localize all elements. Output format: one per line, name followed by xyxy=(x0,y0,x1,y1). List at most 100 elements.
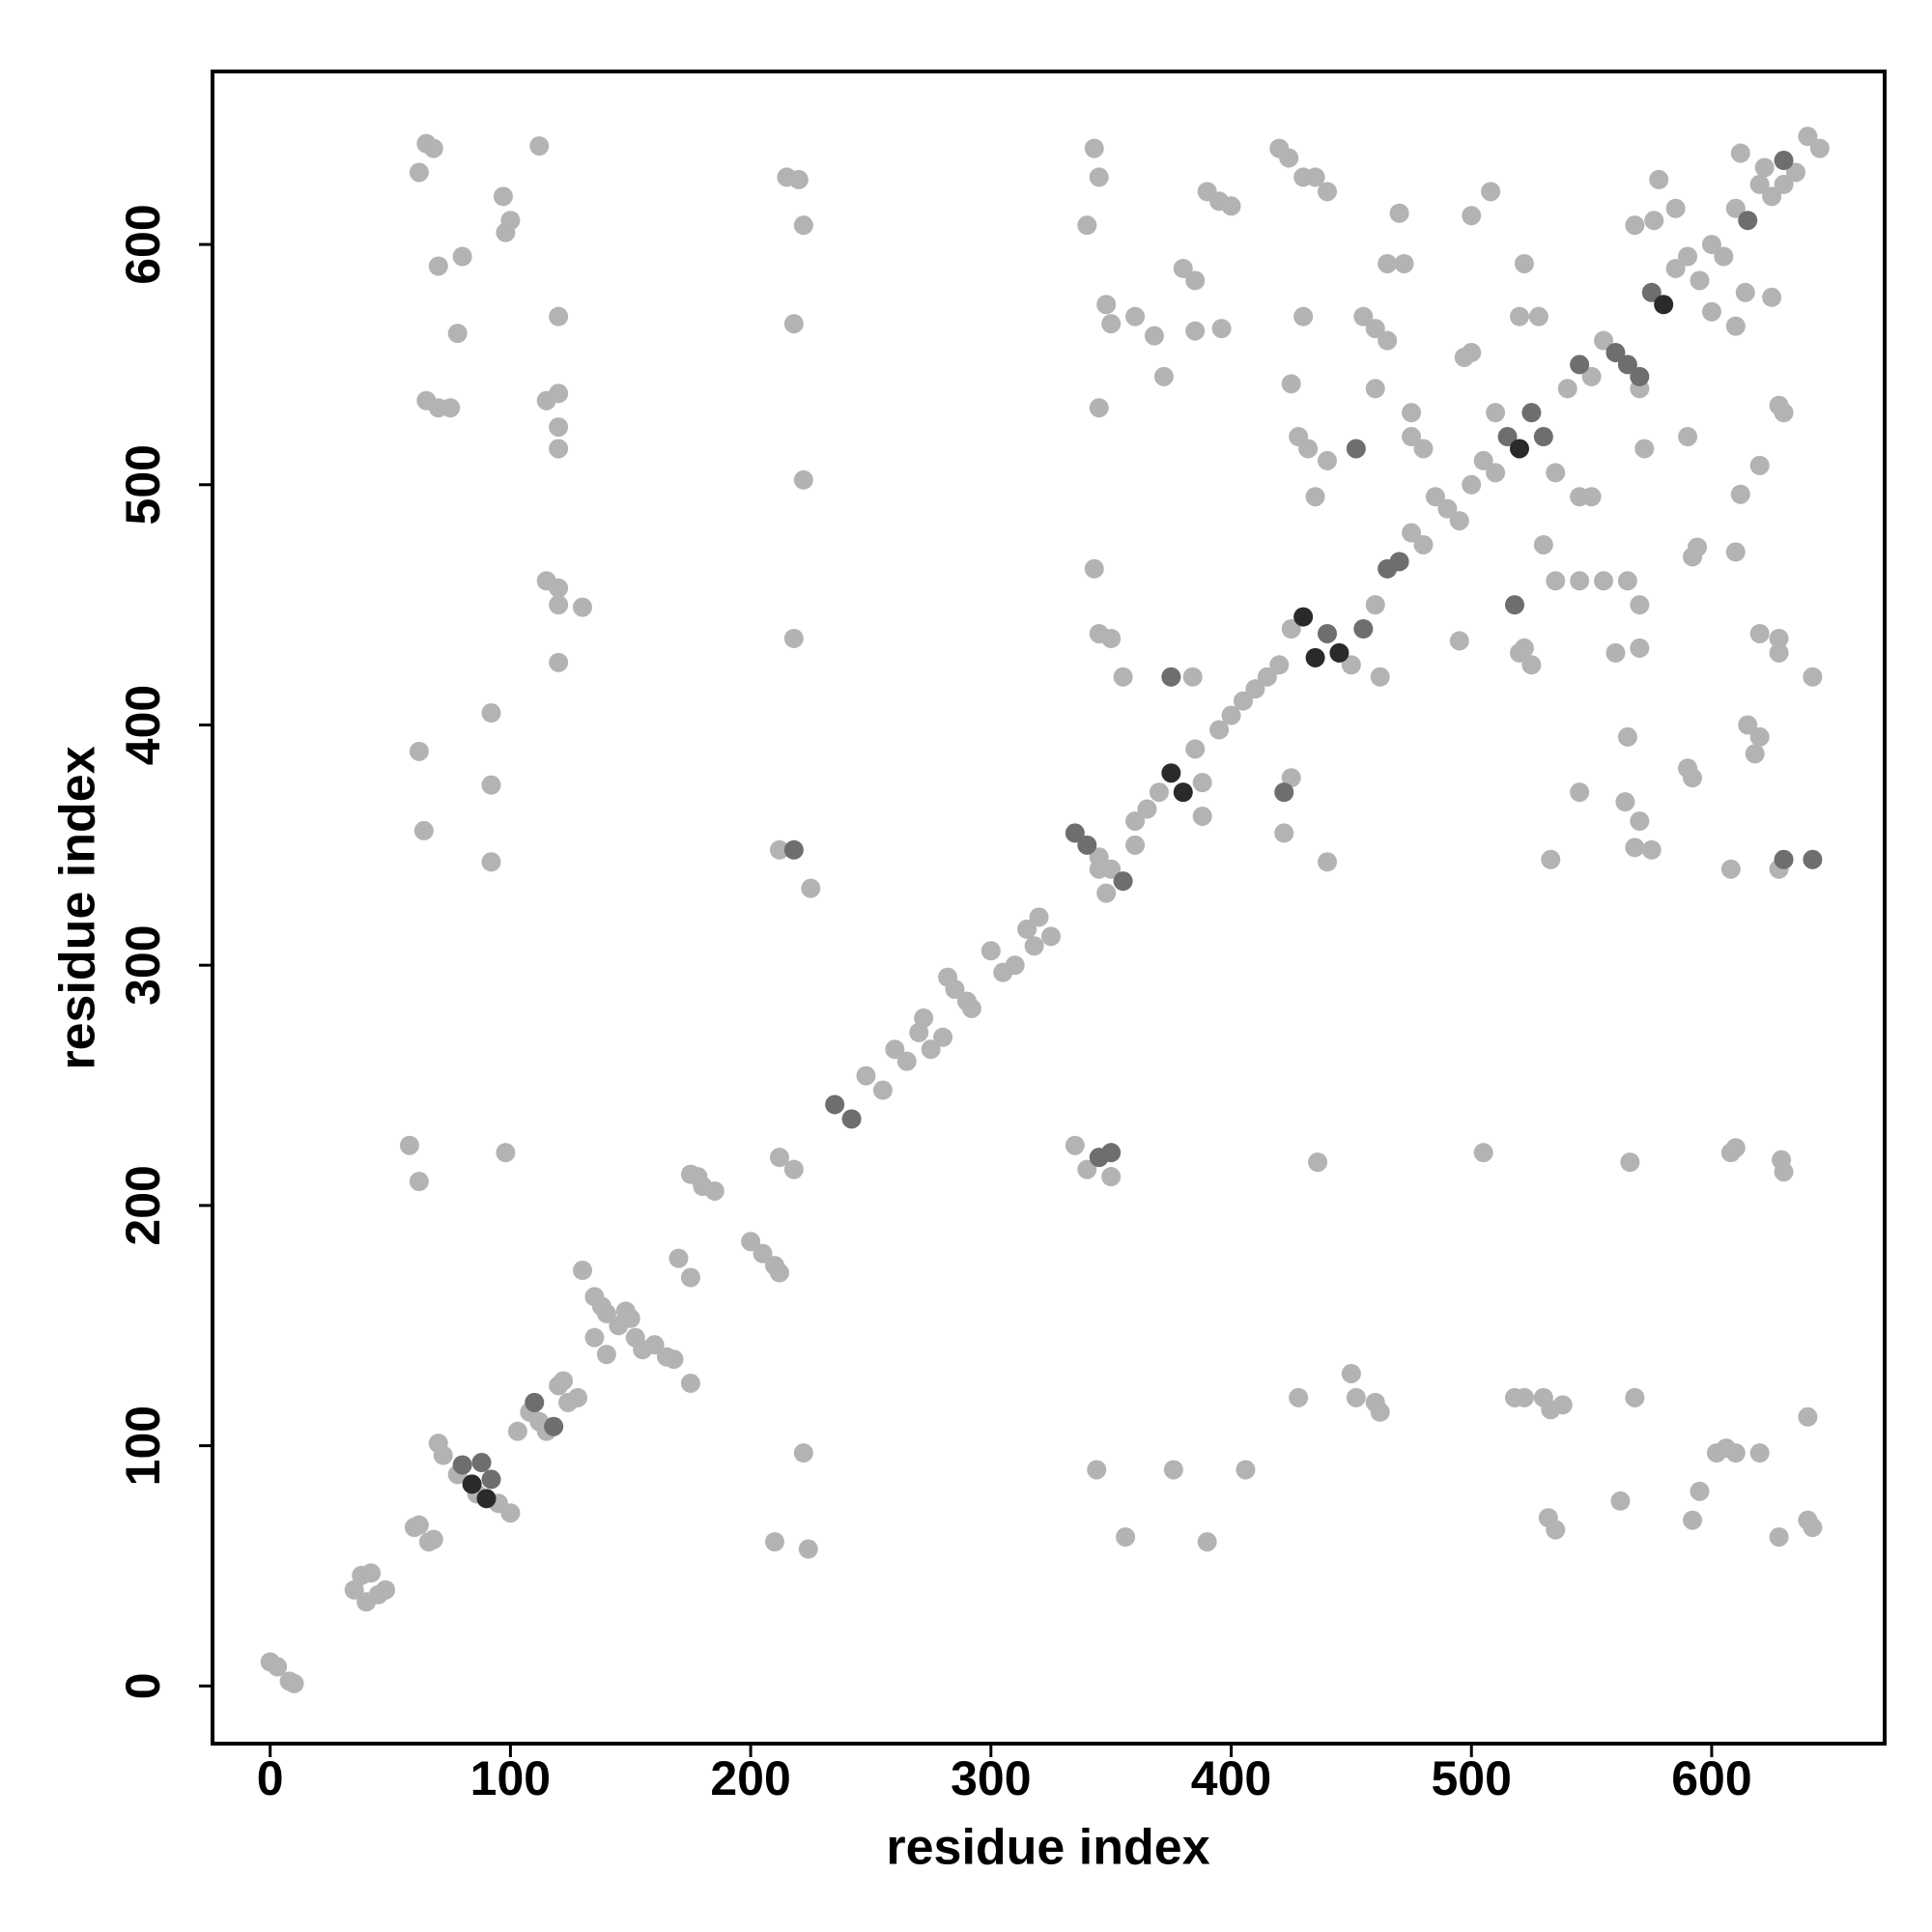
point xyxy=(783,1159,804,1179)
point xyxy=(793,1443,813,1463)
point xyxy=(921,1039,941,1060)
point xyxy=(1449,511,1469,531)
point xyxy=(462,1474,482,1494)
point xyxy=(573,1261,593,1281)
point xyxy=(1005,955,1025,976)
point xyxy=(1617,355,1637,375)
point xyxy=(1087,1460,1107,1480)
point xyxy=(1678,246,1698,267)
point xyxy=(1084,558,1104,579)
point xyxy=(440,398,461,418)
point xyxy=(481,852,501,872)
point xyxy=(1514,638,1534,658)
y-tick-label: 400 xyxy=(116,685,170,765)
point xyxy=(409,162,429,183)
point xyxy=(1365,595,1385,615)
point xyxy=(1720,859,1741,879)
point xyxy=(549,595,569,615)
point xyxy=(409,741,429,761)
point xyxy=(1546,1520,1566,1540)
point xyxy=(1509,306,1529,327)
point xyxy=(1413,534,1434,554)
point xyxy=(1029,907,1049,927)
point xyxy=(452,1455,472,1475)
point xyxy=(1413,439,1434,459)
point xyxy=(688,1167,708,1187)
point xyxy=(1570,782,1590,803)
point xyxy=(1730,143,1750,163)
point xyxy=(433,1445,453,1465)
point xyxy=(361,1563,382,1583)
point xyxy=(1101,1143,1122,1163)
point xyxy=(1594,571,1614,591)
point xyxy=(1096,883,1117,903)
point xyxy=(284,1673,304,1693)
y-tick-label: 200 xyxy=(116,1165,170,1245)
point xyxy=(1449,631,1469,651)
point xyxy=(1615,792,1635,812)
point xyxy=(1725,1138,1746,1158)
point xyxy=(344,1579,364,1600)
point xyxy=(471,1453,492,1473)
point xyxy=(1089,398,1109,418)
point xyxy=(1486,403,1506,423)
point xyxy=(1509,439,1529,459)
point xyxy=(1521,403,1542,423)
point xyxy=(481,775,501,795)
point xyxy=(596,1345,616,1365)
point xyxy=(1305,487,1325,507)
point xyxy=(1077,1159,1097,1179)
point xyxy=(1346,1387,1366,1407)
point xyxy=(1370,1402,1390,1422)
point xyxy=(1594,330,1614,351)
point xyxy=(1749,726,1770,747)
point xyxy=(1688,537,1708,557)
point xyxy=(1552,1395,1573,1415)
point xyxy=(476,1489,497,1509)
point xyxy=(825,1094,845,1115)
point xyxy=(1185,739,1206,759)
point xyxy=(1113,871,1133,892)
point xyxy=(1473,1143,1493,1163)
point xyxy=(1581,366,1602,386)
point xyxy=(1389,203,1409,223)
point xyxy=(783,628,804,648)
point xyxy=(1308,1152,1328,1173)
point xyxy=(753,1243,773,1264)
point xyxy=(1101,628,1122,648)
point xyxy=(1402,403,1422,423)
point xyxy=(1402,523,1422,543)
point xyxy=(1096,295,1117,315)
point xyxy=(1481,182,1501,202)
point xyxy=(1437,498,1458,519)
point xyxy=(1394,253,1414,273)
point xyxy=(1683,768,1703,788)
point xyxy=(1236,1460,1256,1480)
point xyxy=(668,1248,689,1268)
point xyxy=(1233,691,1253,711)
point xyxy=(1738,715,1758,735)
point xyxy=(1370,667,1390,687)
point xyxy=(1725,198,1746,218)
point xyxy=(1725,1443,1746,1463)
point xyxy=(1683,1510,1703,1530)
point xyxy=(1197,1532,1217,1552)
y-tick-label: 100 xyxy=(116,1406,170,1486)
point xyxy=(1101,314,1122,334)
point xyxy=(1116,1527,1136,1548)
point xyxy=(1017,919,1037,939)
point xyxy=(872,1080,893,1100)
y-tick-label: 300 xyxy=(116,924,170,1005)
point xyxy=(1634,439,1655,459)
point xyxy=(1185,270,1206,291)
point xyxy=(1809,138,1830,158)
y-tick-label: 500 xyxy=(116,444,170,525)
point xyxy=(1293,306,1314,327)
point xyxy=(1774,403,1794,423)
point xyxy=(1749,174,1770,194)
point xyxy=(1630,810,1650,831)
point xyxy=(1581,487,1602,507)
point xyxy=(1318,852,1337,872)
x-tick-label: 500 xyxy=(1432,1751,1512,1805)
